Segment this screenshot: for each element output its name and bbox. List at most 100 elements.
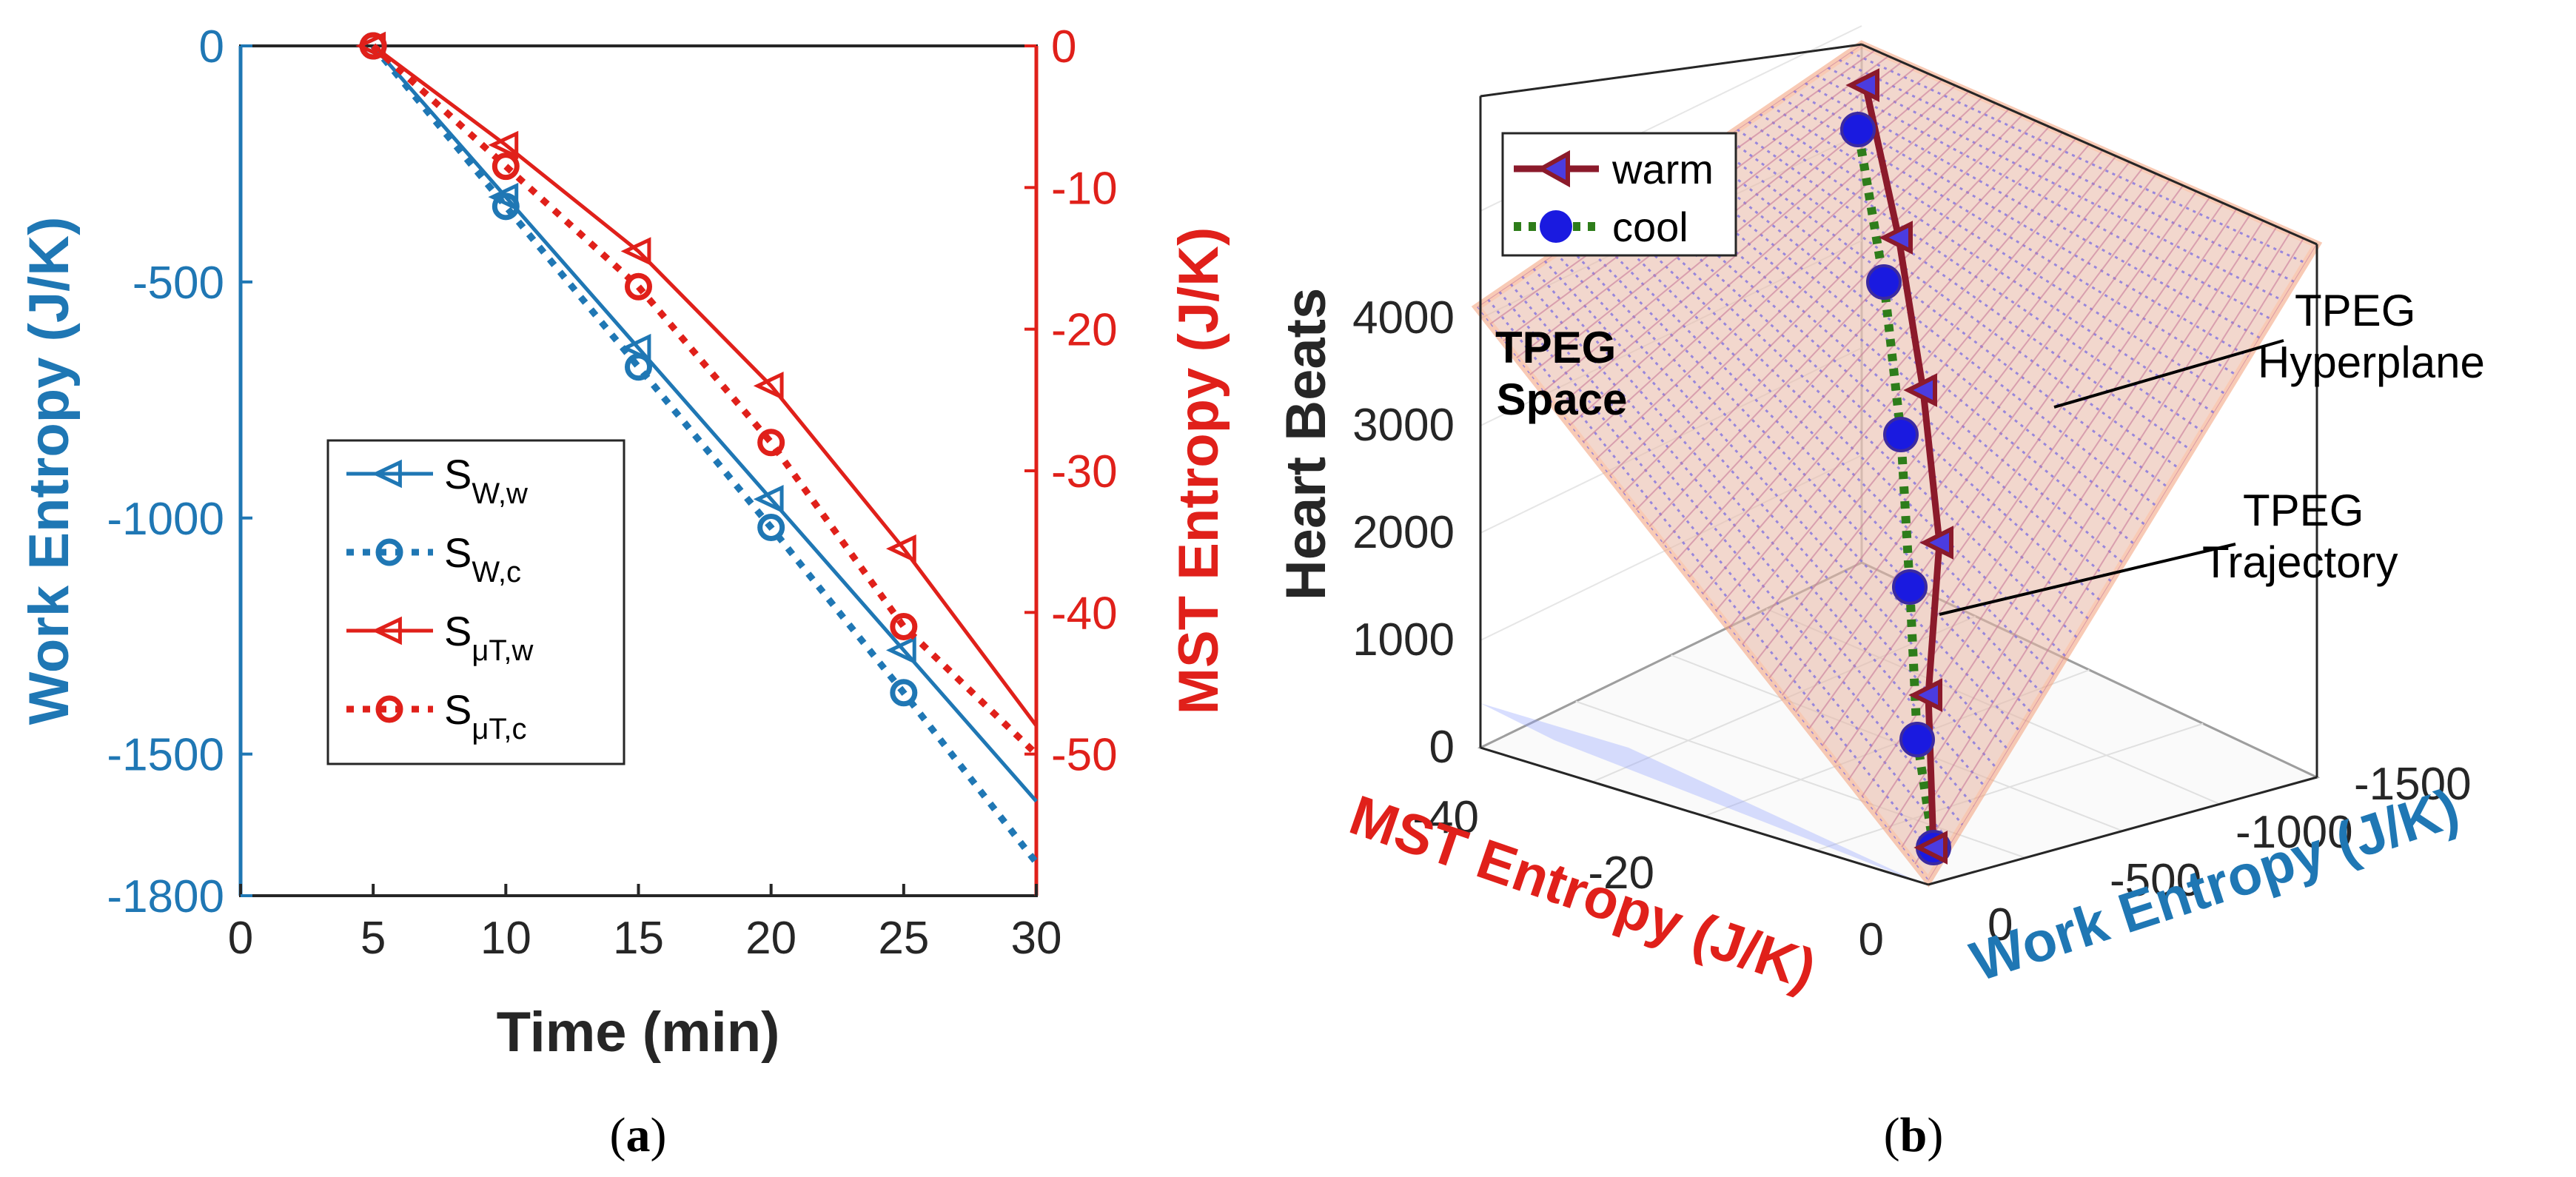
mesh-line [1675,132,2064,561]
cool-point [1883,417,1919,452]
caption-b: (b) [1884,1108,1944,1162]
series-2-point [620,237,651,266]
work-tick-label: 0 [1988,899,2013,950]
mesh-line [1509,283,1964,826]
mesh-line [1816,74,2272,321]
legend-label-3: SμT,c [444,686,527,745]
series-0-point [885,636,916,665]
mesh-line [1874,220,2264,814]
right-y-tick-label: -20 [1051,305,1118,356]
x-tick-label: 15 [613,913,664,964]
mesh-line [1821,196,2211,747]
warm-point [1908,678,1942,712]
cool-point [1892,569,1928,605]
caption-a-letter: a [626,1108,651,1162]
left-y-tick-label: 0 [199,21,224,73]
left-y-tick-label: -1000 [107,494,224,545]
legend-marker-2 [372,616,402,645]
mesh-line [1543,260,1998,770]
left-y-axis-title: Work Entropy (J/K) [18,217,81,725]
tpeg-hyperplane-label: TPEG Hyperplane [2258,286,2485,387]
mesh-line [1611,213,2067,657]
legend-b-label-1: cool [1612,204,1688,250]
mesh-line [1850,51,2307,264]
series-2-point [885,534,916,563]
box-top-left-edge [1480,43,1862,98]
left-y-tick-label: -1800 [107,871,224,922]
cool-point [1899,722,1935,757]
mesh-line [1914,238,2304,865]
z-tick-label: 4000 [1352,292,1455,343]
series-2-point [753,371,784,400]
series-3-point [625,272,652,301]
x-tick-label: 10 [480,913,531,964]
work-axis-line [1928,776,2318,886]
series-1-point [625,353,652,381]
z-tick-label: 1000 [1352,614,1455,665]
tpeg-space-label: TPEG Space [1495,323,1629,424]
warm-trajectory-line [1862,84,1943,848]
mesh-line [1487,298,1941,863]
mesh-line [1781,179,2170,696]
floor-grid-line [1816,722,2204,851]
series-1-point [757,514,785,542]
series-line-0 [372,44,1038,803]
x-tick-label: 20 [745,913,796,964]
x-axis-title: Time (min) [497,1001,780,1064]
series-line-3 [371,43,1039,757]
panel-b-legend: warm cool [1501,132,1737,257]
mst-tick-label: -40 [1412,792,1479,843]
warm-point [1903,373,1937,407]
z-tick-label: 0 [1429,722,1455,773]
right-y-tick-label: 0 [1051,21,1076,73]
mesh-line [1725,136,2181,470]
legend-marker-0 [372,459,402,489]
mst-axis-line [1480,746,1929,886]
caption-b-letter: b [1900,1108,1928,1162]
series-3-point [890,612,918,640]
series-0-point [488,182,519,212]
mesh-line [1834,202,2224,764]
x-tick-label: 25 [878,913,929,964]
mesh-line [1901,232,2291,848]
legend-label-0: SW,w [444,451,528,510]
legend-marker-3 [375,695,403,723]
mesh-line [1609,102,1996,477]
series-3-point [757,429,785,457]
mesh-line [1648,120,2036,528]
mesh-line [1808,190,2198,730]
work-tick-label: -500 [2110,855,2201,906]
right-y-tick-label: -10 [1051,163,1118,214]
mesh-line [1793,90,2250,358]
series-2-point [488,130,519,160]
panel-a-legend: SW,w SW,c SμT,w SμT,c [326,439,625,765]
cool-point [1866,264,1902,300]
cool-point [1840,112,1876,147]
work-tick-label: -1000 [2235,807,2353,858]
heart-beats-axis-title: Heart Beats [1275,288,1338,600]
box-top-right-edge [1861,43,2318,246]
panel-a-chart: 0 5 10 15 20 25 300-500-1000-1500-18000-10-20-… [18,21,1230,1162]
mesh-line [1888,226,2278,831]
mesh-line [1680,167,2135,545]
mesh-line [1768,173,2157,680]
legend-label-1: SW,c [444,529,521,588]
series-1-point [492,192,520,221]
x-tick-label: 0 [228,913,253,964]
mesh-line [1595,96,1983,460]
hyperplane-pointer [2053,339,2284,409]
legend-b-marker-0 [1536,150,1570,188]
right-y-tick-label: -50 [1051,730,1118,781]
z-tick-label: 2000 [1352,507,1455,558]
mesh-line [1688,138,2077,578]
trajectory-pointer [1939,543,2236,616]
mst-tick-label: -20 [1588,848,1654,899]
right-y-axis-title: MST Entropy (J/K) [1167,227,1230,715]
right-y-tick-label: -30 [1051,446,1118,497]
x-tick-label: 5 [360,913,386,964]
series-1-point [890,679,918,707]
right-y-tick-label: -40 [1051,588,1118,639]
mesh-line [1582,90,1970,443]
